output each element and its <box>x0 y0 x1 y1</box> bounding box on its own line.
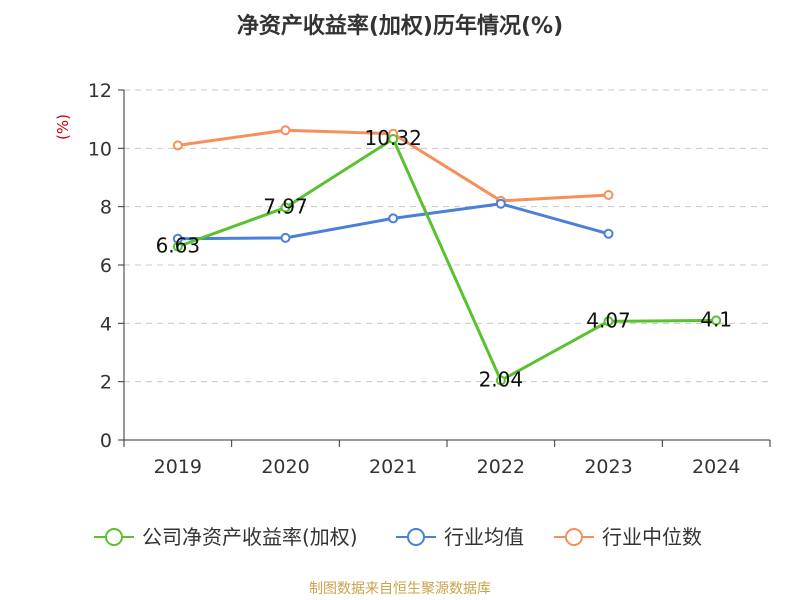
data-point <box>172 241 183 252</box>
series-lines <box>172 125 722 386</box>
legend-item-0: 公司净资产收益率(加权) <box>94 525 358 549</box>
legend-marker <box>105 528 123 546</box>
data-point <box>388 213 399 224</box>
legend-marker <box>565 528 583 546</box>
x-tick-label: 2019 <box>154 456 202 478</box>
data-label: 4.07 <box>586 308 631 332</box>
series-line-0 <box>177 137 717 382</box>
data-label: 6.63 <box>156 234 201 258</box>
y-tick-label: 0 <box>100 430 112 452</box>
x-tick-label: 2023 <box>584 456 632 478</box>
legend-item-2: 行业中位数 <box>554 525 702 549</box>
data-point <box>603 228 614 239</box>
data-point <box>280 125 291 136</box>
x-tick-label: 2020 <box>261 456 309 478</box>
data-point <box>495 198 506 209</box>
y-tick-label: 12 <box>88 80 112 102</box>
data-point <box>280 232 291 243</box>
data-labels: 6.63 7.97 10.32 2.04 4.07 4.1 <box>156 126 733 392</box>
axes: 0 2 4 6 8 10 12 (%) 2019 2020 2021 2022 2023 2024 <box>54 80 771 478</box>
legend-item-1: 行业均值 <box>396 525 524 549</box>
data-point <box>388 134 399 144</box>
y-tick-label: 4 <box>100 313 112 335</box>
grid-lines <box>124 89 770 383</box>
data-label: 7.97 <box>263 195 308 219</box>
legend-label: 行业中位数 <box>602 525 702 549</box>
x-tick-label: 2022 <box>477 456 525 478</box>
data-label: 10.32 <box>365 126 422 150</box>
data-point <box>603 190 614 200</box>
y-tick-label: 8 <box>100 197 112 219</box>
data-point <box>172 140 183 151</box>
chart-title: 净资产收益率(加权)历年情况(%) <box>236 14 564 39</box>
y-tick-label: 6 <box>100 255 112 277</box>
legend: 公司净资产收益率(加权) 行业均值 行业中位数 <box>94 525 702 549</box>
legend-marker <box>407 528 425 546</box>
data-point <box>495 375 506 386</box>
x-tick-label: 2021 <box>369 456 417 478</box>
y-tick-label: 2 <box>100 372 112 394</box>
legend-label: 行业均值 <box>444 525 524 549</box>
x-tick-label: 2024 <box>692 456 740 478</box>
data-label: 4.1 <box>700 307 732 331</box>
data-point <box>711 315 722 326</box>
data-point <box>603 316 614 327</box>
data-point <box>280 202 291 213</box>
legend-label: 公司净资产收益率(加权) <box>142 525 358 549</box>
y-axis-label: (%) <box>54 114 72 140</box>
y-tick-label: 10 <box>88 138 112 160</box>
data-label: 2.04 <box>479 368 524 392</box>
source-note: 制图数据来自恒生聚源数据库 <box>309 581 491 597</box>
